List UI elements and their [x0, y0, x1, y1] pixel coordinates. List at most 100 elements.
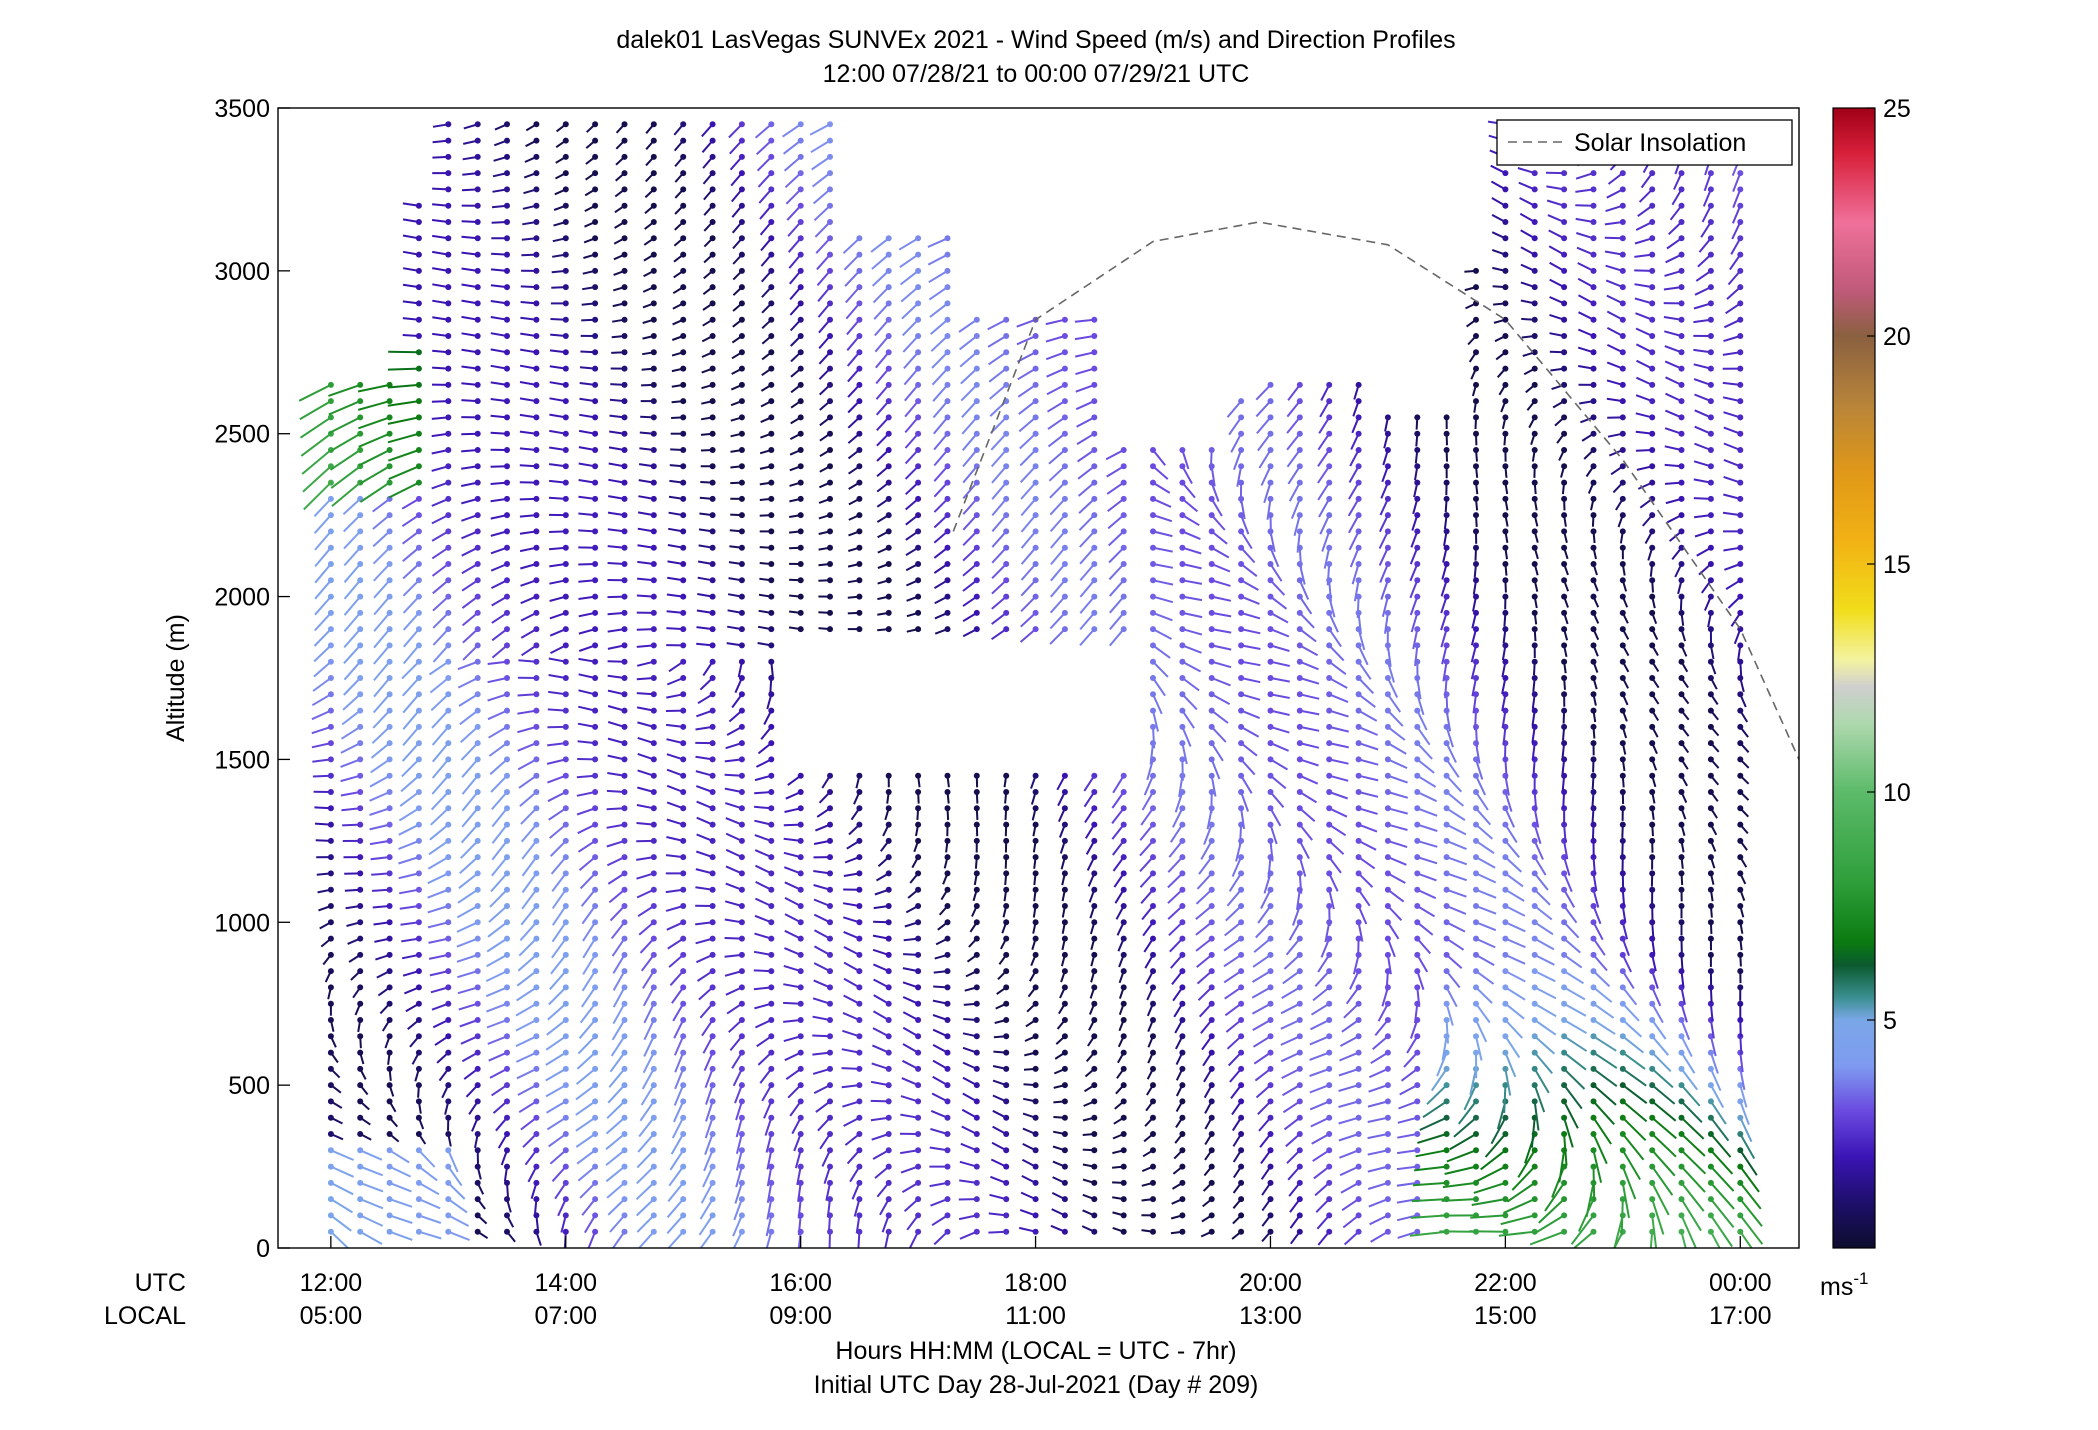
wind-barb-dot: [1091, 1033, 1097, 1039]
wind-barb: [874, 303, 889, 319]
wind-barb-dot: [357, 1196, 363, 1202]
wind-barb-dot: [1297, 789, 1303, 795]
wind-barb-dot: [504, 561, 510, 567]
wind-barb-dot: [1532, 496, 1538, 502]
wind-barb-dot: [1532, 284, 1538, 290]
wind-barb-dot: [622, 1066, 628, 1072]
wind-barb: [786, 173, 801, 187]
wind-barb-dot: [915, 919, 921, 925]
wind-barb-dot: [622, 528, 628, 534]
wind-barb: [1050, 499, 1065, 515]
wind-barb-dot: [563, 740, 569, 746]
wind-barb-dot: [739, 1050, 745, 1056]
wind-barb-dot: [1238, 1098, 1244, 1104]
wind-barb-dot: [1238, 789, 1244, 795]
wind-barb-dot: [1297, 854, 1303, 860]
wind-barb-dot: [1473, 333, 1479, 339]
wind-barb-dot: [504, 138, 510, 144]
wind-barb: [1359, 743, 1379, 749]
wind-barb-dot: [768, 186, 774, 192]
wind-barb-dot: [416, 838, 422, 844]
wind-barb-dot: [1003, 936, 1009, 942]
wind-barb: [1311, 1020, 1330, 1029]
wind-barb-dot: [533, 480, 539, 486]
wind-barb-dot: [710, 903, 716, 909]
wind-barb-dot: [739, 577, 745, 583]
wind-barb-dot: [1473, 870, 1479, 876]
wind-barb-dot: [1532, 398, 1538, 404]
wind-barb-dot: [1091, 447, 1097, 453]
wind-barb-dot: [504, 789, 510, 795]
wind-barb-dot: [798, 235, 804, 241]
wind-barb-dot: [416, 903, 422, 909]
wind-barb-dot: [1502, 1229, 1508, 1235]
wind-barb-dot: [886, 252, 892, 258]
wind-barb-dot: [710, 170, 716, 176]
wind-barb-dot: [592, 805, 598, 811]
wind-barb-dot: [357, 594, 363, 600]
wind-barb-dot: [1326, 1212, 1332, 1218]
wind-barb-dot: [328, 870, 334, 876]
wind-barb-dot: [445, 1131, 451, 1137]
wind-barb-dot: [680, 805, 686, 811]
wind-barb-dot: [387, 740, 393, 746]
wind-barb: [960, 336, 977, 349]
wind-barb: [1464, 1085, 1476, 1110]
wind-barb-dot: [1209, 545, 1215, 551]
wind-barb-dot: [445, 1196, 451, 1202]
wind-barb-dot: [768, 1050, 774, 1056]
wind-barb-dot: [827, 838, 833, 844]
wind-barb-dot: [1561, 480, 1567, 486]
wind-barb-dot: [856, 1212, 862, 1218]
wind-barb: [1481, 1150, 1506, 1169]
wind-barb: [1417, 792, 1436, 801]
wind-barb-dot: [387, 1098, 393, 1104]
wind-barb-dot: [592, 300, 598, 306]
wind-barb: [1447, 906, 1466, 914]
wind-barb-dot: [1356, 528, 1362, 534]
wind-barb-dot: [886, 854, 892, 860]
wind-barb-dot: [1179, 936, 1185, 942]
wind-barb-dot: [1150, 594, 1156, 600]
wind-barb-dot: [710, 1229, 716, 1235]
wind-barb-dot: [1385, 512, 1391, 518]
wind-barb-dot: [1150, 1180, 1156, 1186]
wind-barb-dot: [1502, 1017, 1508, 1023]
wind-barb: [1417, 841, 1437, 847]
wind-barb-dot: [416, 1001, 422, 1007]
wind-barb-dot: [739, 252, 745, 258]
wind-barb-dot: [739, 496, 745, 502]
wind-barb-dot: [1502, 414, 1508, 420]
wind-barb: [428, 922, 448, 927]
wind-barb-dot: [387, 1050, 393, 1056]
wind-barb-dot: [827, 382, 833, 388]
wind-barb-dot: [710, 773, 716, 779]
wind-barb-dot: [592, 740, 598, 746]
wind-barb-dot: [827, 284, 833, 290]
wind-barb-dot: [1297, 675, 1303, 681]
wind-barb: [1079, 483, 1095, 496]
wind-barb-dot: [563, 887, 569, 893]
wind-barb-dot: [1121, 1066, 1127, 1072]
wind-barb-dot: [533, 642, 539, 648]
wind-barb-dot: [710, 724, 716, 730]
wind-barb-dot: [1033, 1066, 1039, 1072]
wind-barb: [871, 238, 889, 252]
wind-barb-dot: [622, 594, 628, 600]
wind-barb: [1564, 1020, 1586, 1033]
wind-barb-dot: [680, 1001, 686, 1007]
wind-barb-dot: [1033, 382, 1039, 388]
wind-barb-dot: [710, 1180, 716, 1186]
wind-barb-dot: [1356, 659, 1362, 665]
wind-barb-dot: [592, 121, 598, 127]
wind-barb-dot: [827, 252, 833, 258]
wind-barb-dot: [1414, 984, 1420, 990]
wind-barb: [1109, 548, 1124, 563]
wind-barb: [519, 939, 536, 956]
wind-barb-dot: [1297, 838, 1303, 844]
wind-barb: [301, 417, 331, 437]
wind-barb: [1476, 825, 1492, 839]
wind-barb-dot: [387, 1001, 393, 1007]
wind-barb: [1368, 1167, 1388, 1172]
wind-barb: [874, 287, 889, 303]
